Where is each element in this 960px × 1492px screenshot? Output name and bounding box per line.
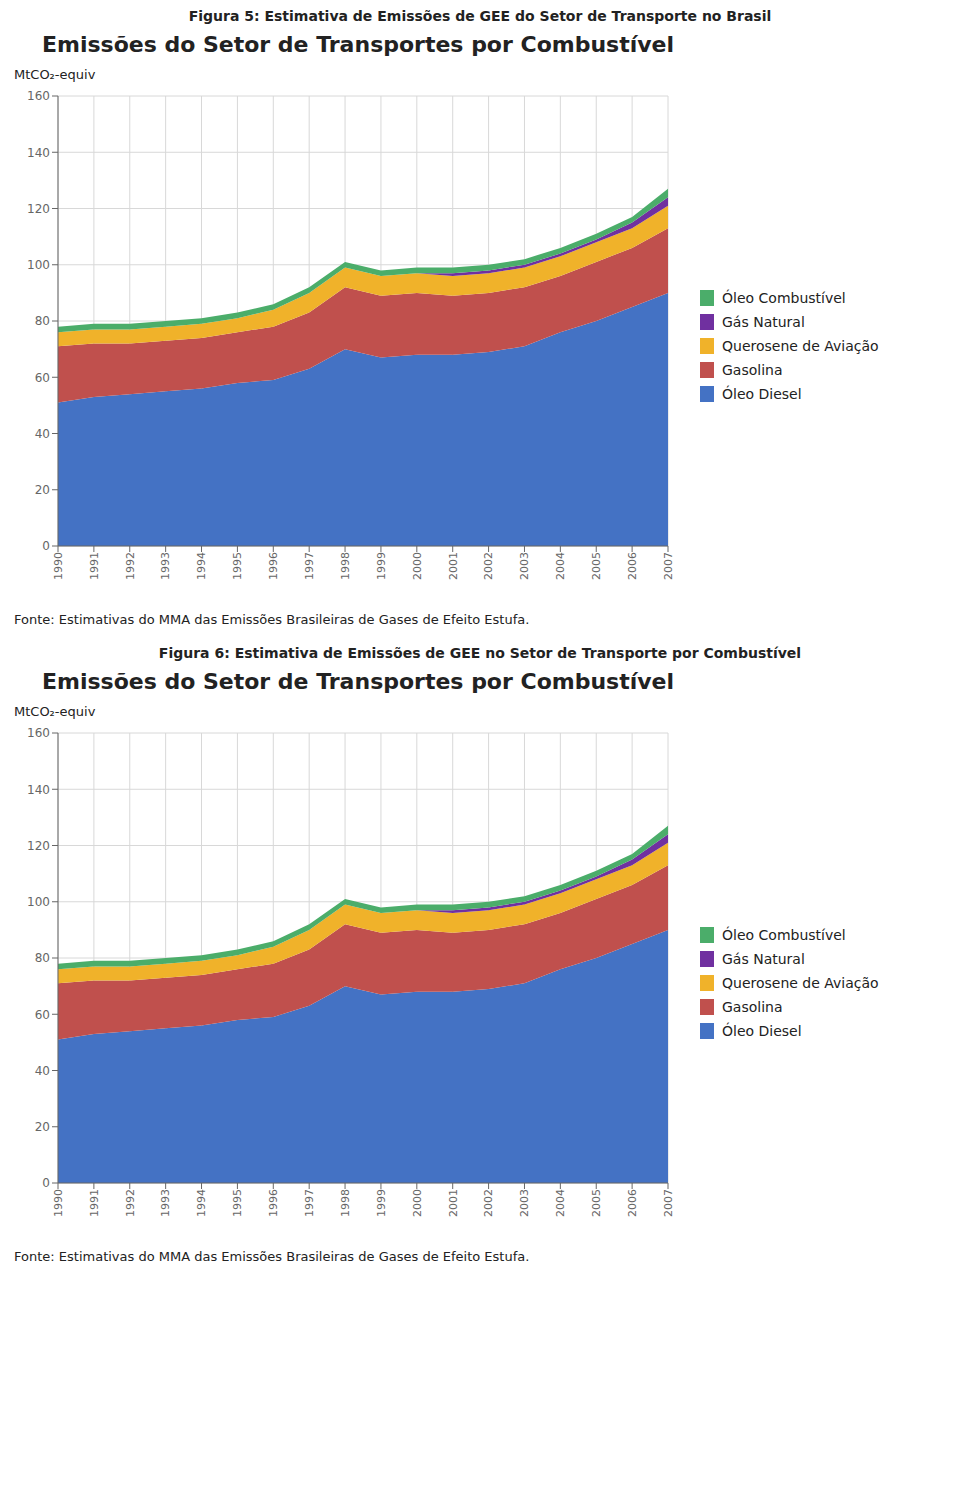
svg-text:1991: 1991 (88, 1189, 101, 1217)
html-text:Figura 6: Estimativa de Emissõ: Figura 6: Estimativa de Emissões de GEE … (158, 645, 802, 661)
svg-text:160: 160 (27, 89, 50, 103)
svg-text:2007: 2007 (662, 1189, 675, 1217)
html-text:Emissões do Setor de Transport: Emissões do Setor de Transportes por Com… (42, 669, 674, 694)
svg-text:1990: 1990 (52, 1189, 65, 1217)
svg-text:2006: 2006 (626, 1189, 639, 1217)
svg-text:100: 100 (27, 258, 50, 272)
svg-text:140: 140 (27, 146, 50, 160)
svg-text:2001: 2001 (447, 1189, 460, 1217)
svg-text:2002: 2002 (482, 1189, 495, 1217)
svg-text:40: 40 (35, 1064, 50, 1078)
svg-text:2000: 2000 (411, 552, 424, 580)
html-text:Fonte: Estimativas do MMA das: Fonte: Estimativas do MMA das Emissões B… (14, 1249, 530, 1264)
html-text:Fonte: Estimativas do MMA das: Fonte: Estimativas do MMA das Emissões B… (14, 612, 530, 627)
html-text:Gasolina: Gasolina (722, 362, 783, 378)
svg-text:1996: 1996 (267, 1189, 280, 1217)
svg-text:2000: 2000 (411, 1189, 424, 1217)
html-text:Querosene de Aviação: Querosene de Aviação (722, 338, 879, 354)
svg-text:1997: 1997 (303, 1189, 316, 1217)
svg-text:0: 0 (42, 539, 50, 553)
svg-text:60: 60 (35, 371, 50, 385)
svg-text:60: 60 (35, 1008, 50, 1022)
svg-text:120: 120 (27, 202, 50, 216)
html-text:Gasolina: Gasolina (722, 999, 783, 1015)
svg-text:1995: 1995 (231, 552, 244, 580)
svg-text:1999: 1999 (375, 552, 388, 580)
svg-text:20: 20 (35, 483, 50, 497)
svg-text:80: 80 (35, 951, 50, 965)
html-text:Emissões do Setor de Transport: Emissões do Setor de Transportes por Com… (42, 32, 674, 57)
svg-text:1991: 1991 (88, 552, 101, 580)
svg-text:1992: 1992 (124, 1189, 137, 1217)
svg-text:140: 140 (27, 783, 50, 797)
svg-text:1992: 1992 (124, 552, 137, 580)
svg-text:2006: 2006 (626, 552, 639, 580)
svg-text:2001: 2001 (447, 552, 460, 580)
svg-text:2002: 2002 (482, 552, 495, 580)
svg-text:1994: 1994 (195, 552, 208, 580)
svg-text:2005: 2005 (590, 1189, 603, 1217)
svg-text:100: 100 (27, 895, 50, 909)
svg-text:2003: 2003 (518, 1189, 531, 1217)
svg-text:2003: 2003 (518, 552, 531, 580)
html-text:Gás Natural: Gás Natural (722, 951, 805, 967)
html-text:Gás Natural: Gás Natural (722, 314, 805, 330)
svg-text:2004: 2004 (554, 552, 567, 580)
svg-text:1993: 1993 (159, 1189, 172, 1217)
svg-text:1998: 1998 (339, 552, 352, 580)
svg-text:2005: 2005 (590, 552, 603, 580)
svg-text:2004: 2004 (554, 1189, 567, 1217)
html-text:Óleo Combustível: Óleo Combustível (722, 290, 846, 306)
html-text:Querosene de Aviação: Querosene de Aviação (722, 975, 879, 991)
svg-text:1994: 1994 (195, 1189, 208, 1217)
html-text:Óleo Combustível: Óleo Combustível (722, 927, 846, 943)
svg-text:1996: 1996 (267, 552, 280, 580)
html-text:MtCO₂-equiv: MtCO₂-equiv (14, 704, 96, 719)
html-text:Figura 5: Estimativa de Emissõ: Figura 5: Estimativa de Emissões de GEE … (188, 8, 772, 24)
svg-text:40: 40 (35, 427, 50, 441)
svg-text:1997: 1997 (303, 552, 316, 580)
svg-text:1998: 1998 (339, 1189, 352, 1217)
svg-text:2007: 2007 (662, 552, 675, 580)
html-text:Óleo Diesel: Óleo Diesel (722, 386, 802, 402)
svg-text:160: 160 (27, 726, 50, 740)
svg-text:0: 0 (42, 1176, 50, 1190)
svg-text:1993: 1993 (159, 552, 172, 580)
svg-text:1990: 1990 (52, 552, 65, 580)
svg-text:1995: 1995 (231, 1189, 244, 1217)
svg-text:20: 20 (35, 1120, 50, 1134)
html-text:MtCO₂-equiv: MtCO₂-equiv (14, 67, 96, 82)
svg-text:1999: 1999 (375, 1189, 388, 1217)
svg-text:80: 80 (35, 314, 50, 328)
svg-text:120: 120 (27, 839, 50, 853)
html-text:Óleo Diesel: Óleo Diesel (722, 1023, 802, 1039)
